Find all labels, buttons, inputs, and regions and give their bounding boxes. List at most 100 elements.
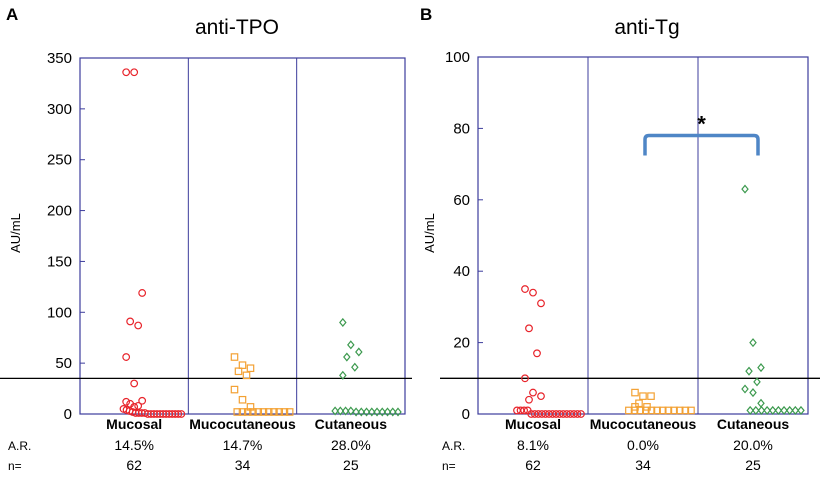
panel-a-series-mucocutaneous [230,353,294,416]
panel-a-ar-value: 14.5% [114,437,154,453]
panel-a-point-cutaneous [351,362,359,372]
panel-b-point-cutaneous [757,398,765,408]
panel-b-category-label: Mucosal [505,416,561,432]
panel-a-point-cutaneous [343,352,351,362]
panel-b-point-cutaneous [768,405,777,415]
panel-a-point-mucosal [138,396,147,405]
panel-b-point-mucocutaneous [647,406,656,415]
panel-a-ytick-label: 0 [64,406,72,423]
panel-a-point-cutaneous [357,407,366,417]
panel-a-category-label: Mucosal [106,416,162,432]
panel-a-point-cutaneous [341,406,350,416]
panel-b-point-cutaneous [741,384,749,394]
panel-b-point-mucosal [533,349,541,358]
panel-a-point-mucocutaneous [285,408,294,416]
panel-a-category-label: Mucocutaneous [189,416,296,432]
panel-b-point-cutaneous [745,366,753,376]
panel-b-plot-frame [477,56,809,415]
panel-a-ytick-label: 250 [47,152,72,169]
panel-a-point-cutaneous [347,406,355,416]
panel-a-point-mucocutaneous [249,408,257,416]
panel-a-point-mucocutaneous [243,408,252,416]
panel-a-point-cutaneous [331,406,339,416]
panel-a-plot-frame [79,57,406,415]
panel-b-point-cutaneous [791,405,800,415]
panel-a-point-mucocutaneous [275,408,283,416]
panel-b-point-cutaneous [752,405,760,415]
panel-b-point-cutaneous [749,388,757,398]
panel-b-title: anti-Tg [614,16,679,39]
panel-b-point-mucocutaneous [639,392,647,400]
panel-b-significance-bracket [643,133,760,156]
panel-a-ytick-label: 300 [47,101,72,118]
panel-b-ytick-label: 40 [453,263,470,280]
panel-a-point-cutaneous [373,407,381,417]
panel-b-point-mucocutaneous [636,406,644,415]
panel-b-ar-label: A.R. [442,439,465,453]
panel-a-ar-value: 28.0% [331,437,371,453]
panel-a-ar-value: 14.7% [223,437,263,453]
panel-b-point-mucocutaneous [681,406,690,415]
panel-a-point-mucosal [122,397,131,406]
panel-b-n-value: 25 [745,457,761,473]
panel-a-point-mucosal [134,321,143,330]
panel-b-point-mucocutaneous [631,388,639,397]
panel-a-point-mucosal [177,410,186,418]
panel-b-point-cutaneous [785,405,794,415]
panel-b-ylabel: AU/mL [422,213,437,253]
panel-a-point-cutaneous [383,407,392,417]
panel-a-ylabel: AU/mL [8,213,23,253]
panel-b-n-label: n= [442,459,456,473]
panel-a-point-cutaneous [394,407,402,417]
panel-a-point-cutaneous [378,407,387,417]
panel-a-point-mucocutaneous [238,361,247,369]
panel-a-point-mucosal [130,68,139,77]
panel-a-point-cutaneous [388,407,397,417]
panel-a-point-mucocutaneous [259,408,268,416]
panel-b-n-value: 34 [635,457,651,473]
panel-a-ytick-label: 50 [55,355,72,372]
panel-b-point-cutaneous [757,405,766,415]
panel-b-ytick-label: 0 [462,406,470,423]
panel-b-point-mucocutaneous [647,392,655,400]
panel-a-point-mucocutaneous [238,395,247,404]
panel-a-point-cutaneous [355,347,363,357]
panel-a-category-label: Cutaneous [315,416,388,432]
panel-b-point-mucocutaneous [653,406,661,415]
panel-b-ytick-label: 100 [445,49,470,66]
panel-b-point-cutaneous [749,338,757,348]
panel-b-point-mucocutaneous [625,406,633,415]
panel-a-n-value: 62 [126,457,142,473]
panel-b-n-value: 62 [525,457,541,473]
panel-a-point-mucocutaneous [254,408,263,416]
panel-b-point-mucosal [521,285,529,293]
panel-a-letter: A [6,5,18,24]
chart-marks: 050100150200250300350Mucosal14.5%62Mucoc… [0,49,820,473]
panel-b-point-mucosal [520,406,529,415]
panel-b-point-mucosal [537,392,545,401]
panel-b-point-mucosal [521,374,529,383]
panel-a-point-mucocutaneous [264,408,273,416]
panel-b-ar-value: 0.0% [627,437,659,453]
panel-b-point-mucosal [529,388,537,397]
panel-a-point-cutaneous [368,407,376,417]
panel-a-point-mucocutaneous [230,385,239,394]
panel-b-point-cutaneous [746,405,754,415]
panel-a-point-mucosal [126,317,135,326]
panel-a-point-mucocutaneous [242,371,251,380]
panel-b-series-mucosal [513,285,585,418]
panel-a-point-mucosal [174,410,183,418]
panel-a-series-cutaneous [331,317,402,417]
panel-b-point-mucocutaneous [658,406,667,415]
panel-a-point-cutaneous [352,407,360,417]
panel-a-title: anti-TPO [195,16,279,39]
panel-a-plot: 0 50 100 150 200 250 300 350 Mucosal 14.5% 62 Mucoc… [0,50,412,473]
panel-b-point-mucocutaneous [675,406,684,415]
panel-b-letter: B [420,5,432,24]
panel-b-ar-value: 8.1% [517,437,549,453]
panel-a-point-cutaneous [347,340,355,350]
panel-b-point-mucosal [573,410,582,418]
panel-b-point-cutaneous [797,405,805,415]
panel-a-point-mucocutaneous [234,367,243,376]
